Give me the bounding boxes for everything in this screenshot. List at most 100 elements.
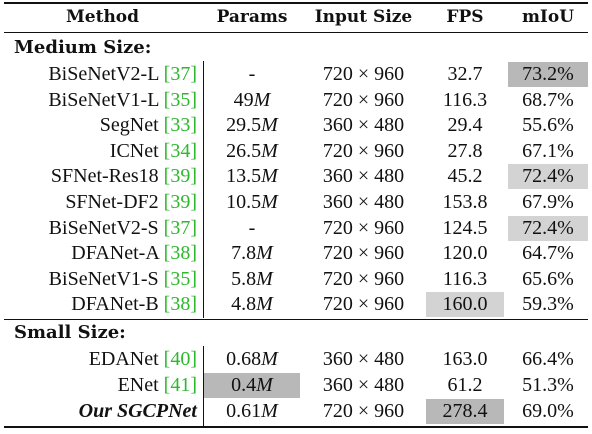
params-cell: 5.8M bbox=[231, 267, 273, 290]
method-cell: DFANet-A [38] bbox=[8, 241, 197, 266]
miou-cell: 67.1% bbox=[522, 139, 574, 162]
method-cell: ENet [41] bbox=[8, 373, 197, 398]
method-name: DFANet-B bbox=[71, 293, 159, 316]
input-size-cell: 720 × 960 bbox=[322, 400, 405, 422]
citation-link[interactable]: [37] bbox=[163, 216, 197, 239]
table-row: SFNet-Res18 [39] 13.5M 360 × 480 45.2 72.4% bbox=[0, 164, 592, 190]
miou-cell: 69.0% bbox=[522, 400, 574, 422]
input-size-cell: 360 × 480 bbox=[322, 165, 405, 188]
header-miou: mIoU bbox=[521, 7, 575, 27]
citation-link[interactable]: [38] bbox=[163, 242, 197, 265]
params-cell: - bbox=[248, 63, 256, 85]
citation-link[interactable]: [37] bbox=[163, 63, 197, 85]
miou-cell: 65.6% bbox=[522, 267, 574, 290]
input-size-cell: 720 × 960 bbox=[322, 267, 405, 290]
citation-link[interactable]: [39] bbox=[163, 165, 197, 188]
table-row: ICNet [34] 26.5M 720 × 960 27.8 67.1% bbox=[0, 139, 592, 164]
input-size-cell: 360 × 480 bbox=[322, 374, 405, 396]
method-divider-small bbox=[203, 346, 204, 426]
input-size-cell: 720 × 960 bbox=[322, 242, 405, 265]
method-name: SegNet bbox=[99, 114, 159, 137]
table-row: BiSeNetV1-L [35] 49M 720 × 960 116.3 68.7% bbox=[0, 88, 592, 113]
method-name: Our SGCPNet bbox=[78, 400, 197, 422]
params-cell: 0.61M bbox=[226, 400, 278, 422]
method-name: BiSeNetV2-S bbox=[48, 216, 159, 239]
citation-link[interactable]: [38] bbox=[163, 293, 197, 316]
input-size-cell: 360 × 480 bbox=[322, 114, 405, 137]
params-cell: 0.4M bbox=[204, 373, 300, 398]
input-size-cell: 720 × 960 bbox=[322, 293, 405, 316]
miou-cell: 72.4% bbox=[508, 215, 588, 241]
top-rule bbox=[4, 2, 588, 4]
bottom-rule bbox=[4, 426, 588, 428]
table-row: EDANet [40] 0.68M 360 × 480 163.0 66.4% bbox=[0, 347, 592, 372]
miou-cell: 68.7% bbox=[522, 88, 574, 111]
method-name: SFNet-DF2 bbox=[65, 191, 159, 213]
citation-link[interactable]: [41] bbox=[163, 374, 197, 396]
params-cell: 13.5M bbox=[226, 165, 278, 188]
method-cell: Our SGCPNet bbox=[8, 399, 197, 424]
table-row: Our SGCPNet 0.61M 720 × 960 278.4 69.0% bbox=[0, 399, 592, 424]
miou-cell: 73.2% bbox=[508, 62, 588, 87]
params-cell: 0.68M bbox=[226, 348, 278, 370]
method-name: ICNet bbox=[109, 139, 159, 162]
section-medium-size: Medium Size: bbox=[14, 37, 152, 58]
fps-cell: 45.2 bbox=[447, 165, 483, 188]
citation-link[interactable]: [34] bbox=[163, 139, 197, 162]
method-name: ENet bbox=[117, 374, 159, 396]
method-name: BiSeNetV1-S bbox=[48, 267, 159, 290]
citation-link[interactable]: [40] bbox=[163, 348, 197, 370]
header-method: Method bbox=[65, 7, 140, 27]
fps-cell: 116.3 bbox=[442, 88, 488, 111]
input-size-cell: 720 × 960 bbox=[322, 139, 405, 162]
fps-cell: 27.8 bbox=[447, 139, 483, 162]
table-row: DFANet-A [38] 7.8M 720 × 960 120.0 64.7% bbox=[0, 241, 592, 266]
input-size-cell: 720 × 960 bbox=[322, 88, 405, 111]
citation-link[interactable]: [35] bbox=[163, 267, 197, 290]
miou-cell: 51.3% bbox=[522, 374, 574, 396]
section-rule bbox=[4, 319, 588, 320]
fps-cell: 153.8 bbox=[442, 191, 488, 213]
method-cell: BiSeNetV1-S [35] bbox=[8, 267, 197, 292]
table-row: DFANet-B [38] 4.8M 720 × 960 160.0 59.3% bbox=[0, 292, 592, 318]
table-row: SFNet-DF2 [39] 10.5M 360 × 480 153.8 67.9% bbox=[0, 190, 592, 215]
fps-cell: 160.0 bbox=[426, 292, 504, 318]
citation-link[interactable]: [33] bbox=[163, 114, 197, 137]
method-name: BiSeNetV2-L bbox=[48, 63, 159, 85]
miou-cell: 72.4% bbox=[508, 164, 588, 190]
method-cell: SFNet-Res18 [39] bbox=[8, 164, 197, 189]
miou-cell: 55.6% bbox=[522, 114, 574, 137]
fps-cell: 61.2 bbox=[447, 374, 483, 396]
header-fps: FPS bbox=[446, 7, 484, 27]
input-size-cell: 720 × 960 bbox=[322, 63, 405, 85]
method-cell: SegNet [33] bbox=[8, 113, 197, 138]
citation-link[interactable]: [35] bbox=[163, 88, 197, 111]
fps-cell: 124.5 bbox=[442, 216, 488, 239]
input-size-cell: 360 × 480 bbox=[322, 348, 405, 370]
input-size-cell: 720 × 960 bbox=[322, 216, 405, 239]
fps-cell: 32.7 bbox=[447, 63, 483, 85]
params-cell: 49M bbox=[233, 88, 271, 111]
params-cell: 26.5M bbox=[226, 139, 278, 162]
fps-cell: 163.0 bbox=[442, 348, 488, 370]
method-cell: EDANet [40] bbox=[8, 347, 197, 372]
header-rule bbox=[4, 32, 588, 33]
params-cell: 10.5M bbox=[226, 191, 278, 213]
header-input-size: Input Size bbox=[314, 7, 413, 27]
method-cell: SFNet-DF2 [39] bbox=[8, 190, 197, 215]
table-row: ENet [41] 0.4M 360 × 480 61.2 51.3% bbox=[0, 373, 592, 398]
params-cell: 4.8M bbox=[231, 293, 273, 316]
table-row: SegNet [33] 29.5M 360 × 480 29.4 55.6% bbox=[0, 113, 592, 138]
fps-cell: 120.0 bbox=[442, 242, 488, 265]
miou-cell: 59.3% bbox=[522, 293, 574, 316]
input-size-cell: 360 × 480 bbox=[322, 191, 405, 213]
method-cell: ICNet [34] bbox=[8, 139, 197, 164]
method-cell: BiSeNetV1-L [35] bbox=[8, 88, 197, 113]
table-row: BiSeNetV2-L [37] - 720 × 960 32.7 73.2% bbox=[0, 62, 592, 87]
miou-cell: 64.7% bbox=[522, 242, 574, 265]
citation-link[interactable]: [39] bbox=[163, 191, 197, 213]
section-small-size: Small Size: bbox=[14, 322, 126, 343]
method-cell: BiSeNetV2-S [37] bbox=[8, 216, 197, 241]
method-cell: DFANet-B [38] bbox=[8, 292, 197, 317]
